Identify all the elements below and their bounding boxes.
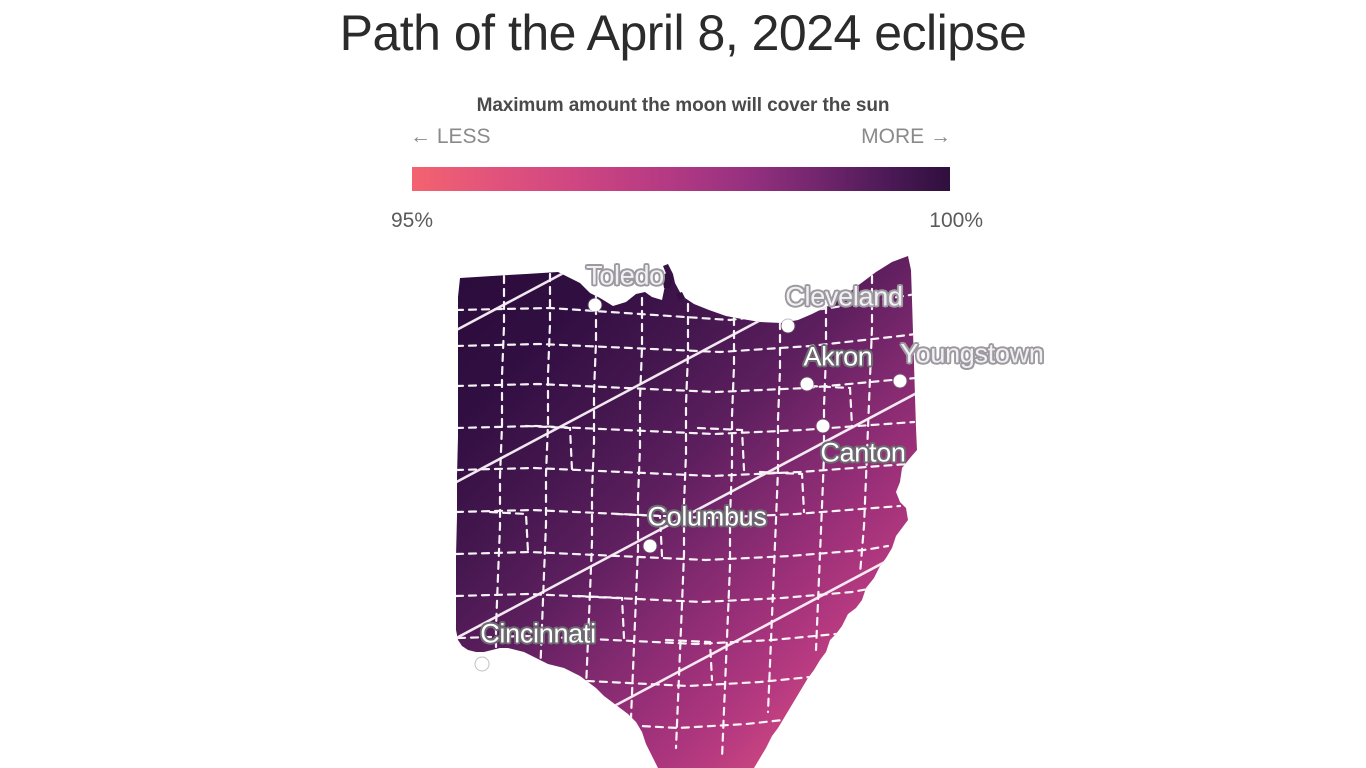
page-title: Path of the April 8, 2024 eclipse bbox=[339, 5, 1027, 61]
ohio-map-svg bbox=[456, 256, 917, 768]
city-label-youngstown: Youngstown bbox=[900, 338, 1044, 369]
city-dot-akron[interactable] bbox=[800, 377, 814, 391]
legend-color-ramp bbox=[412, 167, 950, 191]
city-dot-columbus[interactable] bbox=[643, 539, 657, 553]
city-label-canton: Canton bbox=[820, 437, 906, 468]
city-label-toledo: Toledo bbox=[586, 260, 664, 291]
legend-title: Maximum amount the moon will cover the s… bbox=[476, 95, 890, 116]
legend: Maximum amount the moon will cover the s… bbox=[383, 94, 983, 155]
legend-less-label: ← LESS bbox=[410, 125, 491, 148]
city-dot-youngstown[interactable] bbox=[893, 374, 907, 388]
legend-scale: 95% 100% bbox=[383, 209, 983, 239]
legend-max-value: 100% bbox=[929, 209, 983, 232]
city-dot-toledo[interactable] bbox=[588, 298, 602, 312]
city-label-columbus: Columbus bbox=[647, 501, 767, 532]
legend-more-label: MORE → bbox=[861, 125, 951, 148]
city-label-cincinnati: Cincinnati bbox=[480, 618, 596, 649]
city-dot-canton[interactable] bbox=[816, 419, 830, 433]
city-label-akron: Akron bbox=[803, 341, 873, 372]
city-dot-cleveland[interactable] bbox=[781, 319, 795, 333]
legend-min-value: 95% bbox=[391, 209, 434, 232]
city-dot-cincinnati[interactable] bbox=[475, 657, 489, 671]
legend-direction-labels: ← LESS MORE → bbox=[383, 125, 983, 155]
lake-erie-islands bbox=[662, 272, 685, 300]
city-label-cleveland: Cleveland bbox=[785, 281, 903, 312]
ohio-map[interactable]: Toledo Cleveland Akron Youngstown Canton… bbox=[430, 236, 1044, 768]
